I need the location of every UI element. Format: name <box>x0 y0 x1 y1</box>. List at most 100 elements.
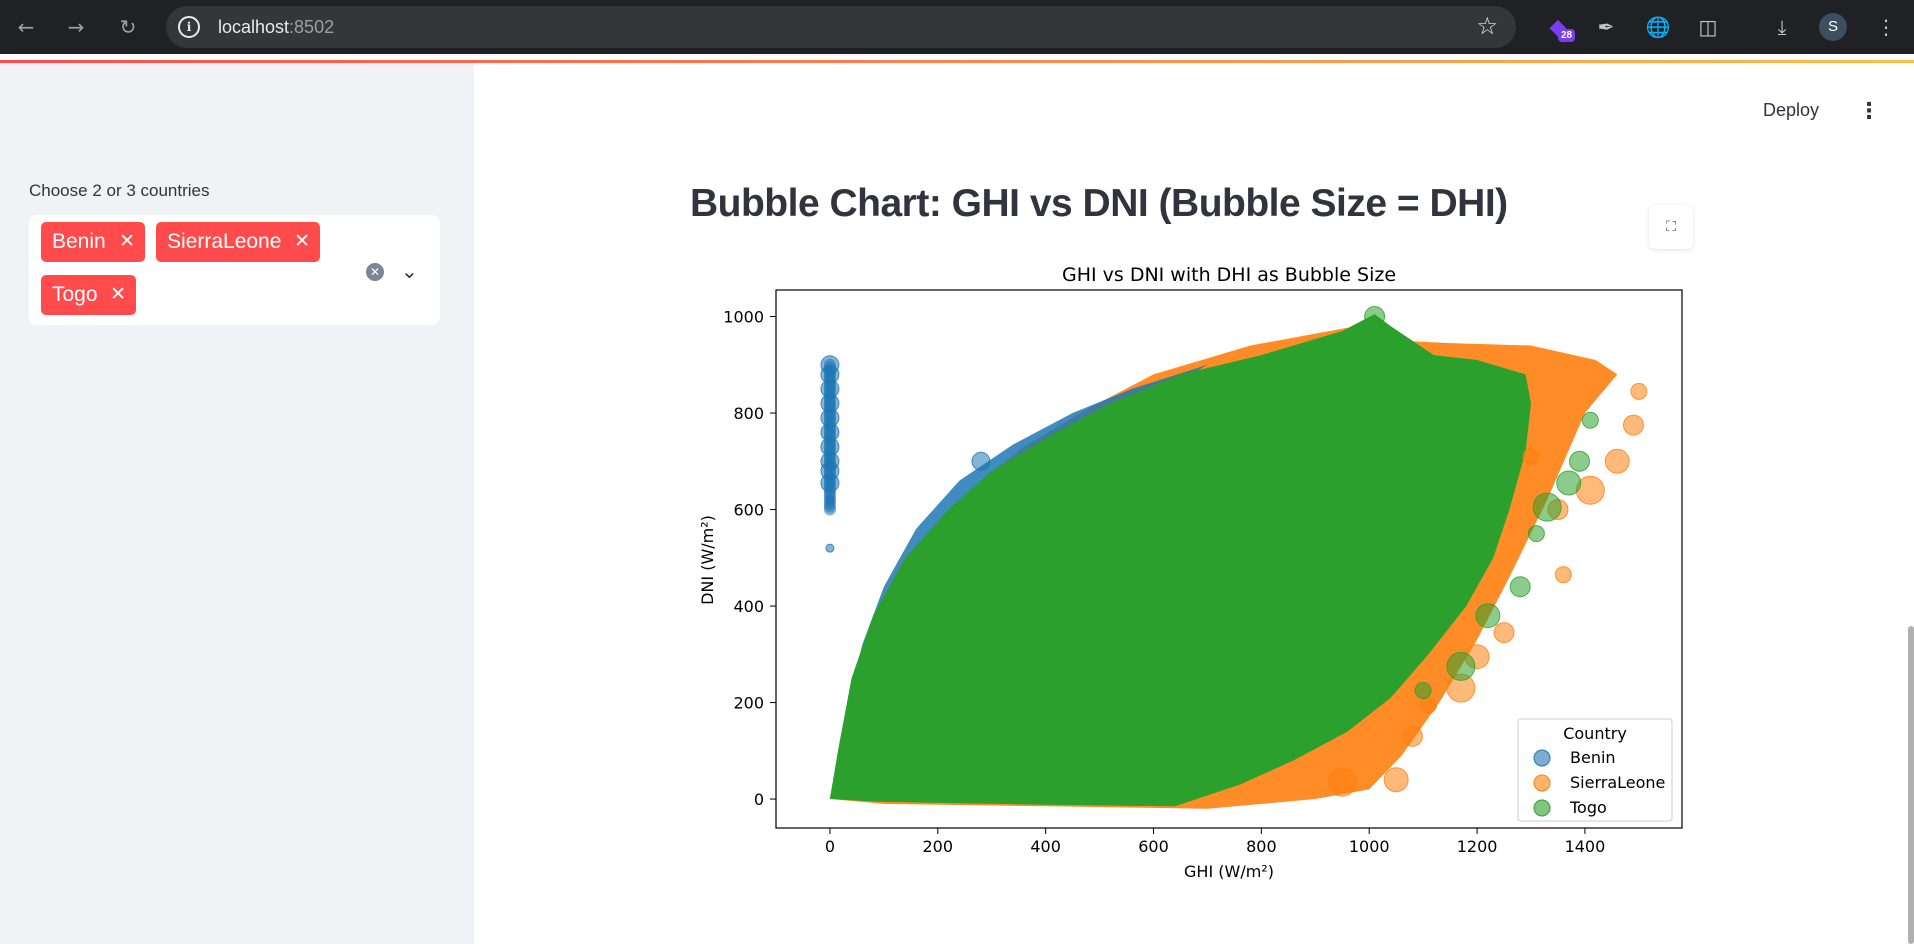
benin-point <box>823 396 836 409</box>
back-icon[interactable]: ← <box>17 15 35 39</box>
benin-point <box>823 436 836 449</box>
togo-point <box>1527 525 1545 543</box>
y-tick-label: 1000 <box>723 308 764 327</box>
reload-icon[interactable]: ↻ <box>119 15 137 39</box>
togo-point <box>1581 411 1599 429</box>
benin-point <box>823 477 836 490</box>
x-tick-label: 200 <box>923 837 954 856</box>
tag-sierraleone: SierraLeone ✕ <box>156 222 320 262</box>
benin-point <box>820 393 840 413</box>
benin-point <box>823 503 836 516</box>
togo-point <box>1569 450 1591 472</box>
url-host: localhost <box>218 17 290 37</box>
benin-point <box>823 463 836 476</box>
benin-point <box>823 442 836 455</box>
country-multiselect[interactable]: Benin ✕ SierraLeone ✕ Togo ✕ ✕ ⌄ <box>29 215 440 325</box>
globe-icon[interactable]: 🌐 <box>1645 15 1671 39</box>
benin-point <box>971 451 991 471</box>
benin-point <box>823 367 836 380</box>
x-axis-label: GHI (W/m²) <box>1184 862 1274 881</box>
extension-icon[interactable]: ◆ 28 <box>1540 9 1576 45</box>
x-tick-label: 400 <box>1030 837 1061 856</box>
legend-marker <box>1533 774 1551 792</box>
extensions-puzzle-icon[interactable]: ◫ <box>1698 15 1718 39</box>
sierraleone-point <box>1464 644 1490 670</box>
benin-point <box>823 419 836 432</box>
deploy-button[interactable]: Deploy <box>1763 100 1820 120</box>
benin-point <box>820 355 840 375</box>
sidebar: Choose 2 or 3 countries Benin ✕ SierraLe… <box>0 63 474 944</box>
benin-point <box>823 474 836 487</box>
remove-tag-icon[interactable]: ✕ <box>294 231 310 252</box>
benin-point <box>823 451 836 464</box>
benin-point <box>820 437 840 457</box>
legend-label: SierraLeone <box>1570 773 1665 792</box>
status-bar <box>0 60 1914 63</box>
forward-icon[interactable]: → <box>67 15 85 39</box>
benin-point <box>823 457 836 470</box>
sierraleone-point <box>1327 767 1357 797</box>
benin-point <box>823 434 836 447</box>
benin-point <box>823 370 836 383</box>
benin-point <box>823 480 836 493</box>
site-info-icon[interactable]: i <box>178 16 200 38</box>
legend-label: Benin <box>1570 748 1616 767</box>
bookmark-star-icon[interactable]: ☆ <box>1476 12 1498 40</box>
sierraleone-point <box>1547 499 1569 521</box>
tag-label: Benin <box>52 230 106 253</box>
legend-marker <box>1533 749 1551 767</box>
benin-point <box>820 451 840 471</box>
benin-point <box>823 468 836 481</box>
benin-point <box>823 379 836 392</box>
benin-point <box>823 448 836 461</box>
benin-point <box>823 445 836 458</box>
benin-point <box>823 431 836 444</box>
browser-toolbar: ← → ↻ i localhost:8502 ☆ ◆ 28 ✒ 🌐 ◫ ⤓ S … <box>0 0 1914 54</box>
benin-point <box>823 387 836 400</box>
togo-point <box>1532 492 1562 522</box>
clear-all-icon[interactable]: ✕ <box>366 263 384 281</box>
x-tick-label: 1000 <box>1349 837 1390 856</box>
tag-benin: Benin ✕ <box>41 222 145 262</box>
sierraleone-point <box>1522 447 1540 465</box>
browser-menu-icon[interactable]: ⋮ <box>1876 15 1896 39</box>
sierraleone-point <box>1604 448 1630 474</box>
main-menu-icon[interactable]: ⋮ <box>1858 99 1880 124</box>
benin-point <box>823 402 836 415</box>
legend-title: Country <box>1563 724 1627 743</box>
multiselect-label: Choose 2 or 3 countries <box>29 181 210 200</box>
url-port: :8502 <box>289 17 335 37</box>
benin-point <box>820 364 840 384</box>
eyedropper-icon[interactable]: ✒ <box>1597 15 1615 39</box>
sierraleone-point <box>1622 414 1644 436</box>
remove-tag-icon[interactable]: ✕ <box>119 231 135 252</box>
benin-point <box>823 439 836 452</box>
benin-point <box>823 500 836 513</box>
tag-togo: Togo ✕ <box>41 275 136 315</box>
x-tick-label: 600 <box>1138 837 1169 856</box>
scrollbar[interactable] <box>1908 626 1914 944</box>
fullscreen-icon[interactable]: ⛶ <box>1649 205 1693 249</box>
sierraleone-point <box>1554 566 1572 584</box>
remove-tag-icon[interactable]: ✕ <box>110 284 126 305</box>
benin-point <box>820 473 840 493</box>
togo-point <box>1414 681 1432 699</box>
benin-point <box>823 471 836 484</box>
extension-badge: 28 <box>1558 29 1576 42</box>
profile-avatar[interactable]: S <box>1819 13 1847 41</box>
address-bar[interactable]: i localhost:8502 ☆ <box>166 6 1516 48</box>
benin-cloud <box>829 364 1208 799</box>
download-icon[interactable]: ⤓ <box>1777 15 1787 39</box>
chevron-down-icon[interactable]: ⌄ <box>401 259 418 283</box>
benin-point <box>823 381 836 394</box>
url-text[interactable]: localhost:8502 <box>218 17 334 38</box>
tag-label: SierraLeone <box>167 230 282 253</box>
benin-point <box>823 425 836 438</box>
y-tick-label: 600 <box>733 501 764 520</box>
sierraleone-point <box>1420 696 1438 714</box>
benin-point <box>823 454 836 467</box>
chart-title: GHI vs DNI with DHI as Bubble Size <box>1062 264 1396 286</box>
benin-point <box>823 408 836 421</box>
togo-point <box>1475 603 1501 629</box>
benin-point <box>823 491 836 504</box>
